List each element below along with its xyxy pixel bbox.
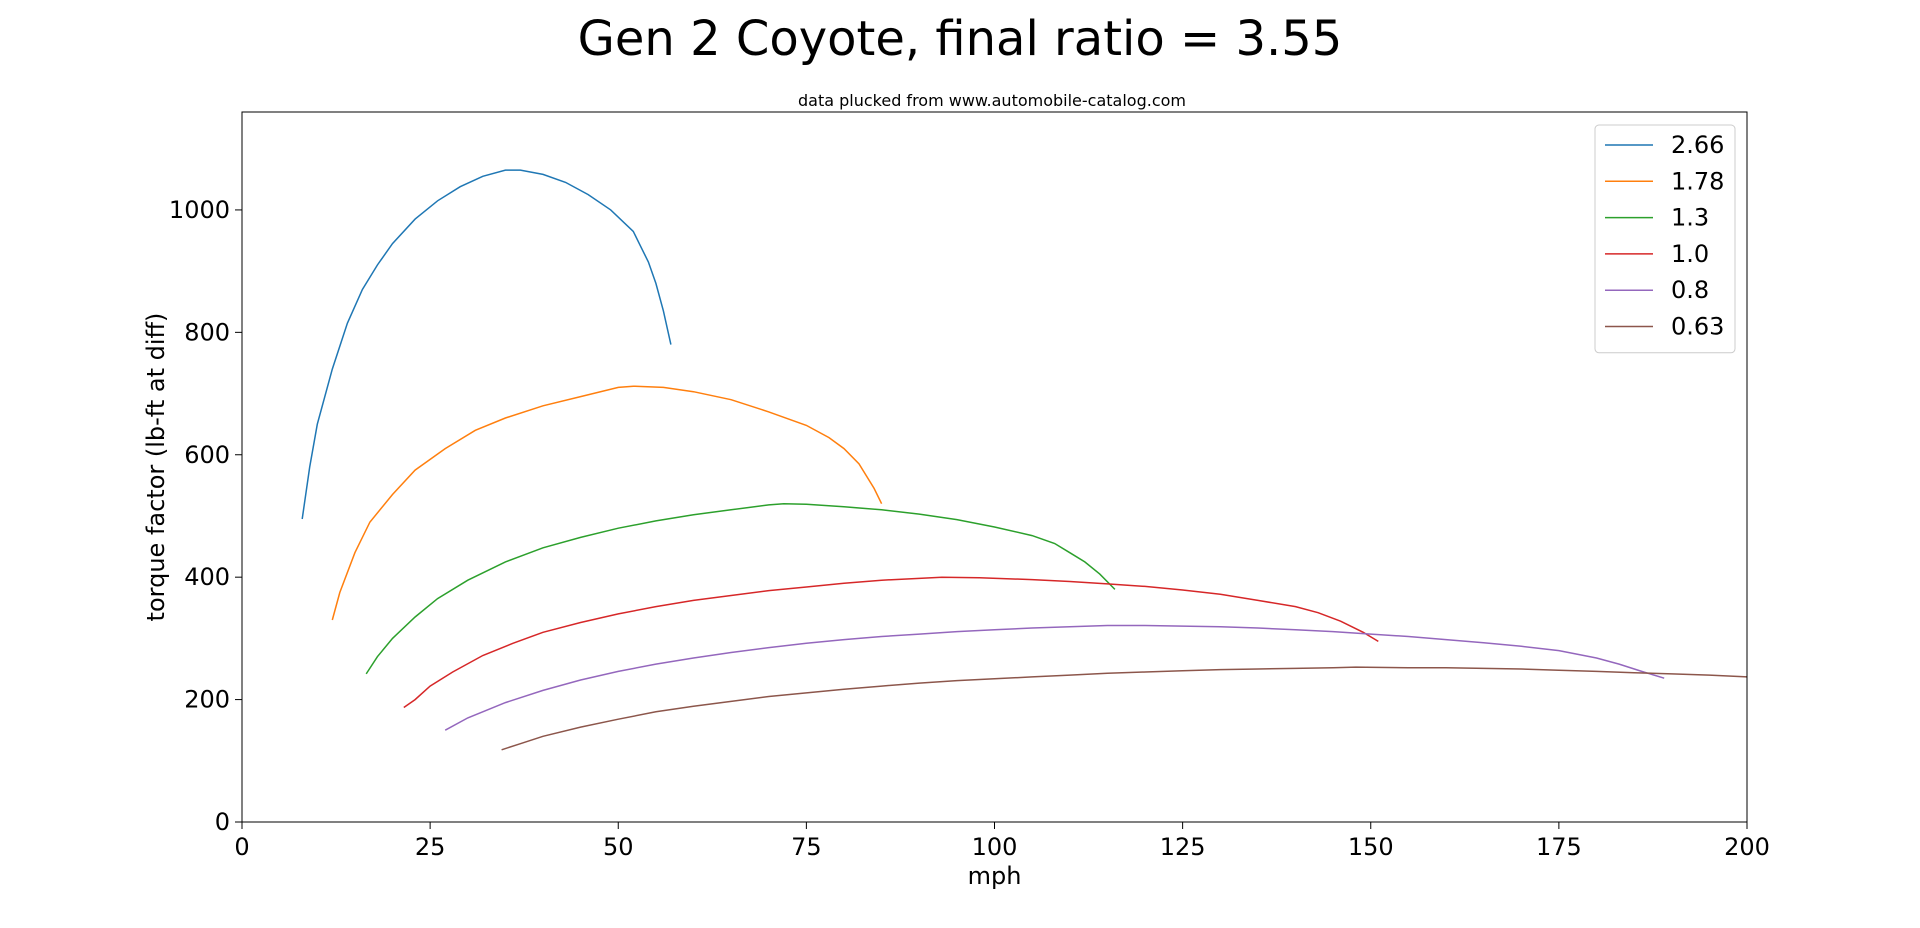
x-tick-label: 50 bbox=[603, 833, 634, 861]
legend-label: 0.63 bbox=[1671, 313, 1724, 341]
x-tick-label: 125 bbox=[1160, 833, 1206, 861]
x-axis-ticks: 0 25 50 75 100 125 150 175 200 bbox=[234, 822, 1770, 861]
y-tick-label: 400 bbox=[184, 563, 230, 591]
y-axis-ticks: 0 200 400 600 800 1000 bbox=[169, 196, 242, 836]
plot-frame bbox=[241, 111, 1748, 823]
series-line-1 bbox=[301, 169, 672, 520]
series-line-4 bbox=[403, 576, 1379, 709]
plot-area bbox=[301, 169, 1748, 751]
series-line-6 bbox=[501, 666, 1748, 751]
y-tick-label: 1000 bbox=[169, 196, 230, 224]
x-tick-label: 25 bbox=[415, 833, 446, 861]
x-tick-label: 150 bbox=[1348, 833, 1394, 861]
y-axis-label: torque factor (lb-ft at diff) bbox=[142, 313, 170, 622]
chart-title: Gen 2 Coyote, final ratio = 3.55 bbox=[578, 11, 1343, 67]
series-line-2 bbox=[331, 385, 883, 621]
legend-label: 1.3 bbox=[1671, 204, 1709, 232]
legend-label: 1.78 bbox=[1671, 167, 1724, 195]
chart-subtitle: data plucked from www.automobile-catalog… bbox=[798, 91, 1186, 110]
x-tick-label: 0 bbox=[234, 833, 249, 861]
x-tick-label: 100 bbox=[972, 833, 1018, 861]
legend-label: 2.66 bbox=[1671, 131, 1724, 159]
x-tick-label: 175 bbox=[1536, 833, 1582, 861]
legend: 2.66 1.78 1.3 1.0 0.8 0.63 bbox=[1594, 124, 1736, 354]
y-tick-label: 0 bbox=[215, 808, 230, 836]
legend-label: 0.8 bbox=[1671, 276, 1709, 304]
y-tick-label: 800 bbox=[184, 318, 230, 346]
series-line-5 bbox=[444, 624, 1665, 731]
x-axis-label: mph bbox=[968, 862, 1022, 890]
series-line-3 bbox=[365, 502, 1116, 675]
x-tick-label: 200 bbox=[1724, 833, 1770, 861]
legend-label: 1.0 bbox=[1671, 240, 1709, 268]
y-tick-label: 600 bbox=[184, 441, 230, 469]
x-tick-label: 75 bbox=[791, 833, 822, 861]
y-tick-label: 200 bbox=[184, 686, 230, 714]
